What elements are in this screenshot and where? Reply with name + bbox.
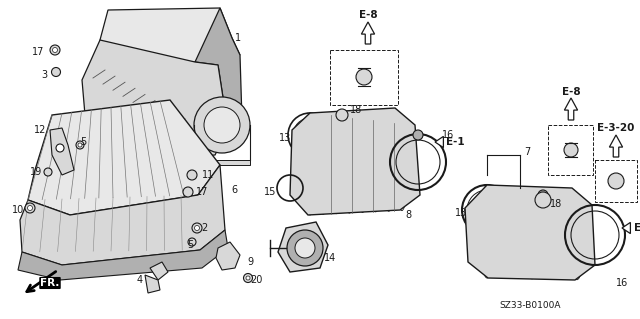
Circle shape	[28, 205, 33, 211]
Bar	[330, 50, 398, 105]
Bar	[595, 160, 637, 202]
Text: E-8: E-8	[358, 10, 378, 20]
Polygon shape	[145, 275, 160, 293]
Text: 4: 4	[137, 275, 143, 285]
Text: 16: 16	[616, 278, 628, 288]
Circle shape	[50, 45, 60, 55]
Polygon shape	[195, 8, 242, 130]
Text: 5: 5	[187, 240, 193, 250]
Text: 2: 2	[201, 223, 207, 233]
Circle shape	[246, 276, 250, 280]
Text: E-3-20: E-3-20	[597, 123, 635, 133]
Polygon shape	[564, 98, 578, 120]
Circle shape	[204, 107, 240, 143]
Circle shape	[413, 130, 423, 140]
Polygon shape	[278, 222, 328, 272]
Circle shape	[56, 144, 64, 152]
Polygon shape	[150, 262, 168, 280]
Circle shape	[243, 273, 253, 283]
Circle shape	[78, 143, 82, 147]
Circle shape	[192, 223, 202, 233]
Circle shape	[187, 170, 197, 180]
Text: 17: 17	[32, 47, 44, 57]
Text: 20: 20	[250, 275, 262, 285]
Polygon shape	[609, 135, 623, 157]
Polygon shape	[622, 222, 630, 234]
Circle shape	[336, 109, 348, 121]
Polygon shape	[18, 230, 228, 280]
Circle shape	[52, 48, 58, 53]
Polygon shape	[28, 100, 220, 215]
Polygon shape	[20, 165, 225, 265]
Text: 1: 1	[235, 33, 241, 43]
Polygon shape	[100, 8, 240, 65]
Polygon shape	[290, 108, 420, 215]
Text: 7: 7	[524, 147, 530, 157]
Text: 12: 12	[34, 125, 46, 135]
Circle shape	[538, 190, 548, 200]
Circle shape	[608, 173, 624, 189]
Polygon shape	[50, 128, 74, 175]
Circle shape	[295, 238, 315, 258]
Text: 19: 19	[30, 167, 42, 177]
Polygon shape	[435, 137, 444, 148]
Text: E-1: E-1	[634, 223, 640, 233]
Circle shape	[287, 230, 323, 266]
Text: 13: 13	[455, 208, 467, 218]
Polygon shape	[82, 40, 228, 160]
Text: 18: 18	[550, 199, 562, 209]
Polygon shape	[362, 22, 374, 44]
Text: 15: 15	[264, 187, 276, 197]
Text: FR.: FR.	[40, 278, 60, 288]
Polygon shape	[194, 160, 250, 165]
Circle shape	[188, 238, 196, 246]
Text: 13: 13	[279, 133, 291, 143]
Text: 18: 18	[350, 105, 362, 115]
Circle shape	[564, 143, 578, 157]
Text: 6: 6	[231, 185, 237, 195]
Circle shape	[44, 168, 52, 176]
Text: 8: 8	[405, 210, 411, 220]
Text: E-8: E-8	[562, 87, 580, 97]
Circle shape	[356, 69, 372, 85]
Polygon shape	[216, 242, 240, 270]
Circle shape	[183, 187, 193, 197]
Circle shape	[535, 192, 551, 208]
Text: 14: 14	[324, 253, 336, 263]
Circle shape	[195, 226, 200, 231]
Circle shape	[51, 68, 61, 77]
Text: 16: 16	[442, 130, 454, 140]
Text: 5: 5	[80, 137, 86, 147]
Text: 3: 3	[41, 70, 47, 80]
Circle shape	[76, 141, 84, 149]
Text: E-1: E-1	[445, 137, 464, 147]
Bar	[548, 125, 593, 175]
Text: 17: 17	[196, 187, 208, 197]
Text: 9: 9	[247, 257, 253, 267]
Text: 10: 10	[12, 205, 24, 215]
Circle shape	[25, 203, 35, 213]
Text: SZ33-B0100A: SZ33-B0100A	[499, 300, 561, 309]
Text: 11: 11	[202, 170, 214, 180]
Polygon shape	[465, 185, 595, 280]
Circle shape	[194, 97, 250, 153]
